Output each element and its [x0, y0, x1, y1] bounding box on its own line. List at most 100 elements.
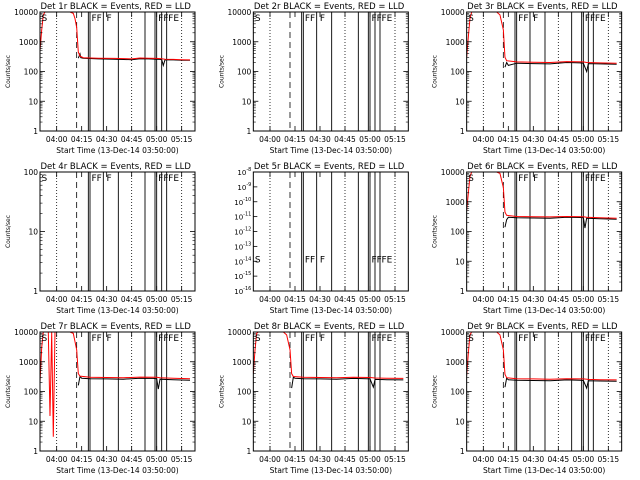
panel-det-3: Det 3r BLACK = Events, RED = LLD Counts/s…	[432, 2, 623, 155]
y-axis-label: Counts/sec	[432, 215, 439, 248]
flag-annotation: FE	[381, 334, 392, 344]
x-tick-label: 05:15	[171, 295, 193, 304]
panel-det-8: Det 8r BLACK = Events, RED = LLD Counts/s…	[218, 322, 409, 475]
flag-annotation: FE	[381, 255, 392, 265]
x-tick-label: 05:15	[598, 295, 620, 304]
series-events-line	[504, 377, 617, 390]
plot-area: S FF F FF FE	[255, 12, 396, 131]
y-tick-label: 100	[237, 388, 252, 397]
x-tick-label: 05:00	[573, 455, 595, 464]
flag-annotation: FF	[158, 14, 168, 24]
flag-annotation: FF	[371, 334, 381, 344]
x-tick-label: 05:15	[171, 455, 193, 464]
x-tick-label: 04:45	[334, 455, 356, 464]
x-tick-label: 04:30	[309, 295, 331, 304]
x-tick-label: 04:15	[71, 295, 93, 304]
y-tick-label: 1	[460, 447, 465, 456]
flag-annotation: S	[42, 334, 48, 344]
y-tick-label: 100	[237, 68, 252, 77]
y-tick-label: 1000	[446, 358, 465, 367]
y-tick-label: 1000	[446, 38, 465, 47]
x-axis-label: Start Time (13-Dec-14 03:50:00)	[483, 146, 605, 155]
flag-annotation: FF	[92, 334, 102, 344]
y-tick-label: 100	[24, 168, 39, 177]
panel-title: Det 1r BLACK = Events, RED = LLD	[41, 2, 192, 12]
x-axis-label: Start Time (13-Dec-14 03:50:00)	[483, 466, 605, 475]
plot-area: S FF F FF FE	[466, 12, 617, 131]
flag-annotation: FF	[92, 14, 102, 24]
y-tick-label: 1000	[446, 198, 465, 207]
y-tick-label: 10	[242, 97, 252, 106]
flag-annotation: FF	[158, 334, 168, 344]
y-axis-label: Counts/sec	[5, 375, 12, 408]
y-tick-label: 1000	[232, 38, 251, 47]
plot-area: S FF F FF FE	[40, 12, 191, 131]
panel-det-4: Det 4r BLACK = Events, RED = LLD Counts/s…	[5, 162, 196, 315]
flag-annotation: FF	[518, 174, 528, 184]
x-axis-label: Start Time (13-Dec-14 03:50:00)	[56, 466, 178, 475]
x-tick-label: 04:45	[334, 295, 356, 304]
flag-annotation: FE	[168, 334, 179, 344]
x-tick-label: 05:00	[573, 135, 595, 144]
x-tick-label: 04:30	[523, 295, 545, 304]
flag-annotation: FF	[518, 334, 528, 344]
x-tick-label: 04:00	[259, 135, 281, 144]
y-tick-label: 1000	[19, 358, 38, 367]
x-tick-label: 04:15	[498, 135, 520, 144]
y-tick-label: 1	[460, 287, 465, 296]
x-tick-label: 04:15	[284, 455, 306, 464]
y-tick-label: 10	[455, 97, 465, 106]
y-tick-label: 1	[33, 287, 38, 296]
x-tick-label: 04:00	[46, 135, 68, 144]
plot-area: S FF F FF FE	[466, 172, 617, 291]
x-tick-label: 05:15	[598, 135, 620, 144]
y-axis-label: Counts/sec	[218, 375, 225, 408]
flag-annotation: F	[533, 334, 538, 344]
panel-det-6: Det 6r BLACK = Events, RED = LLD Counts/s…	[432, 162, 623, 315]
y-tick-label: 100	[450, 388, 465, 397]
flag-annotation: FE	[595, 334, 606, 344]
panel-det-2: Det 2r BLACK = Events, RED = LLD Counts/s…	[218, 2, 409, 155]
panel-det-7: Det 7r BLACK = Events, RED = LLD Counts/s…	[5, 322, 196, 475]
flag-annotation: FF	[585, 14, 595, 24]
plot-area: S FF F FF FE	[253, 332, 404, 451]
flag-annotation: F	[320, 14, 325, 24]
flag-annotation: FF	[305, 14, 315, 24]
x-tick-label: 04:45	[548, 135, 570, 144]
y-tick-label: 10	[28, 417, 38, 426]
y-tick-label: 100	[24, 388, 39, 397]
flag-annotation: S	[255, 334, 261, 344]
y-tick-label: 10-11	[234, 212, 251, 222]
x-tick-label: 04:00	[259, 455, 281, 464]
x-tick-label: 05:00	[146, 135, 168, 144]
x-tick-label: 05:15	[171, 135, 193, 144]
plot-area: S FF F FF FE	[255, 172, 396, 291]
x-tick-label: 04:30	[96, 455, 118, 464]
y-tick-label: 10-15	[234, 271, 251, 281]
panel-title: Det 8r BLACK = Events, RED = LLD	[254, 322, 405, 332]
y-axis-label: Counts/sec	[432, 375, 439, 408]
y-tick-label: 10-16	[234, 286, 251, 296]
x-axis-label: Start Time (13-Dec-14 03:50:00)	[56, 306, 178, 315]
flag-annotation: FE	[168, 14, 179, 24]
y-tick-label: 1000	[19, 38, 38, 47]
x-tick-label: 04:30	[523, 455, 545, 464]
flag-annotation: FF	[305, 334, 315, 344]
flag-annotation: S	[42, 174, 48, 184]
panel-title: Det 5r BLACK = Events, RED = LLD	[254, 162, 405, 172]
y-axis-label: Counts/sec	[5, 215, 12, 248]
x-tick-label: 04:15	[284, 295, 306, 304]
y-tick-label: 10	[28, 97, 38, 106]
y-tick-label: 1000	[232, 358, 251, 367]
x-tick-label: 04:15	[498, 295, 520, 304]
x-tick-label: 04:00	[46, 455, 68, 464]
y-tick-label: 1	[247, 447, 252, 456]
y-tick-label: 10-10	[234, 197, 251, 207]
x-tick-label: 05:00	[573, 295, 595, 304]
x-tick-label: 05:15	[598, 455, 620, 464]
x-tick-label: 05:15	[384, 135, 406, 144]
flag-annotation: FF	[371, 14, 381, 24]
panel-grid: Det 1r BLACK = Events, RED = LLD Counts/s…	[5, 2, 623, 475]
flag-annotation: FF	[371, 255, 381, 265]
